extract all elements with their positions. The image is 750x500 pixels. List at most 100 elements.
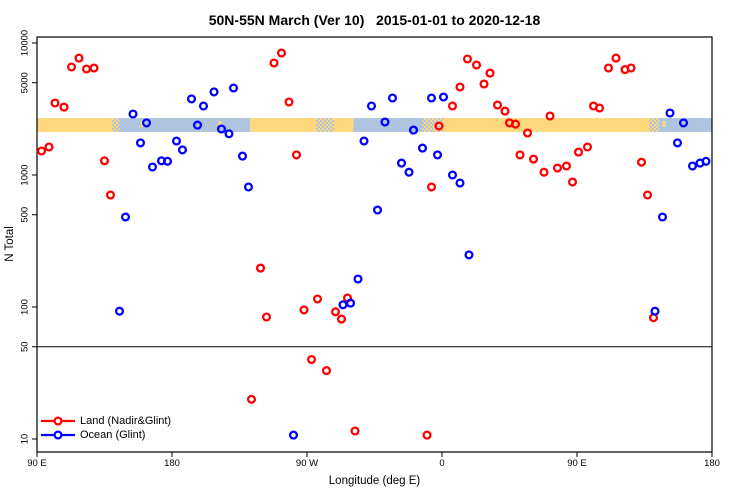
scatter-point-ocean [387, 93, 398, 103]
y-tick-label: 1000 [20, 164, 31, 185]
scatter-point-land [105, 190, 116, 200]
scatter-point-land [426, 182, 437, 192]
scatter-point-ocean [162, 156, 173, 166]
scatter-point-ocean [147, 162, 158, 172]
scatter-point-land [582, 142, 593, 152]
scatter-point-land [552, 163, 563, 173]
scatter-point-land [573, 147, 584, 157]
scatter-point-ocean [678, 118, 689, 128]
scatter-point-land [500, 106, 510, 116]
scatter-point-ocean [372, 205, 383, 215]
legend: Land (Nadir&Glint) Ocean (Glint) [41, 415, 171, 441]
scatter-point-land [528, 154, 539, 164]
surface-band-segment-land [334, 118, 354, 132]
scatter-point-land [291, 150, 302, 160]
scatter-point-land [336, 314, 347, 324]
scatter-point-land [492, 100, 503, 110]
scatter-point-ocean [186, 94, 197, 104]
scatter-point-land [59, 102, 69, 112]
scatter-point-land [66, 62, 77, 72]
scatter-point-land [36, 146, 47, 156]
legend-point-symbol [53, 430, 63, 440]
scatter-point-ocean [426, 93, 437, 103]
plot-border [36, 36, 713, 453]
scatter-point-ocean [237, 151, 248, 161]
scatter-point-land [50, 98, 60, 108]
scatter-point-land [89, 63, 99, 73]
x-tick-label: 0 [439, 458, 444, 469]
scatter-point-land [246, 394, 257, 404]
surface-band-segment-land [443, 118, 649, 132]
surface-band-speckle [140, 121, 144, 128]
x-tick-label: 90 E [567, 458, 587, 469]
scatter-point-ocean [345, 298, 356, 308]
scatter-point-land [462, 54, 473, 64]
scatter-point-land [447, 101, 458, 111]
scatter-point-ocean [198, 101, 209, 111]
scatter-point-ocean [665, 108, 675, 118]
x-tick-label: 90 E [27, 458, 47, 469]
scatter-point-land [299, 305, 309, 315]
scatter-point-ocean [672, 138, 683, 148]
scatter-point-land [44, 142, 54, 152]
scatter-point-land [510, 119, 521, 129]
scatter-point-land [611, 53, 621, 63]
surface-band-segment-mixed [649, 118, 660, 132]
scatter-point-ocean [192, 120, 203, 130]
scatter-point-ocean [288, 430, 299, 440]
y-tick-label: 5000 [20, 72, 31, 93]
scatter-point-land [269, 58, 279, 68]
chart-title: 50N-55N March (Ver 10) 2015-01-01 to 202… [208, 12, 541, 28]
scatter-point-ocean [380, 117, 390, 127]
scatter-point-land [567, 177, 578, 187]
scatter-point-land [522, 128, 533, 138]
scatter-point-land [636, 157, 647, 167]
scatter-point-land [306, 354, 317, 365]
scatter-point-land [561, 161, 572, 171]
scatter-point-land [485, 68, 495, 78]
scatter-point-land [422, 430, 432, 440]
scatter-point-land [515, 150, 525, 160]
scatter-point-ocean [687, 161, 698, 171]
scatter-point-ocean [464, 250, 474, 260]
scatter-point-land [312, 294, 323, 304]
scatter-point-land [471, 60, 482, 70]
scatter-point-land [276, 48, 287, 58]
scatter-point-land [539, 167, 549, 177]
scatter-point-ocean [396, 158, 407, 168]
scatter-point-ocean [404, 167, 414, 177]
scatter-point-land [99, 156, 110, 166]
x-axis-label: Longitude (deg E) [328, 475, 421, 487]
scatter-point-ocean [128, 109, 138, 119]
scatter-point-land [434, 121, 444, 131]
scatter-point-ocean [366, 101, 377, 111]
scatter-point-ocean [417, 143, 428, 153]
scatter-point-ocean [141, 118, 152, 128]
scatter-point-ocean [447, 170, 458, 180]
scatter-point-land [81, 64, 92, 74]
scatter-point-ocean [171, 136, 182, 146]
scatter-point-ocean [114, 306, 125, 316]
scatter-point-ocean [338, 300, 348, 310]
scatter-point-ocean [177, 145, 188, 155]
x-tick-label: 180 [164, 458, 180, 469]
scatter-point-ocean [438, 92, 449, 102]
surface-band-speckle [218, 121, 222, 128]
scatter-point-land [594, 103, 605, 113]
surface-band-segment-mixed [316, 118, 334, 132]
scatter-point-land [603, 63, 614, 73]
scatter-point-ocean [353, 274, 363, 284]
scatter-point-ocean [120, 212, 131, 222]
y-tick-label: 50 [20, 341, 31, 352]
scatter-point-ocean [228, 83, 239, 93]
scatter-point-ocean [359, 136, 369, 146]
surface-band-speckle [662, 121, 666, 128]
surface-band-segment-land [37, 118, 112, 132]
legend-label: Land (Nadir&Glint) [80, 415, 171, 427]
y-tick-label: 10 [20, 434, 31, 445]
legend-label: Ocean (Glint) [80, 429, 145, 441]
legend-point-symbol [53, 416, 63, 426]
scatter-point-land [455, 82, 465, 92]
